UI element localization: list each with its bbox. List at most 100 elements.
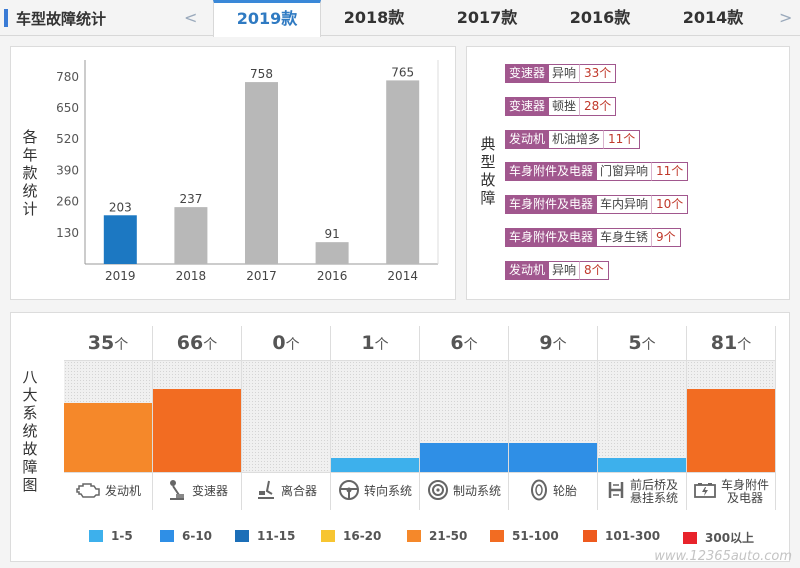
fault-description: 车身生锈 — [597, 228, 652, 247]
bar-value-label: 203 — [109, 200, 132, 214]
system-label: 离合器 — [242, 472, 330, 510]
legend-swatch — [160, 530, 174, 542]
fault-tag[interactable]: 变速器 顿挫 28个 — [505, 96, 617, 116]
fault-tag[interactable]: 车身附件及电器 车内异响 10个 — [505, 195, 689, 215]
fault-description: 异响 — [549, 64, 580, 83]
legend-item: 51-100 — [490, 529, 559, 543]
tabs-next-arrow[interactable]: > — [779, 8, 793, 27]
fault-category: 车身附件及电器 — [505, 228, 598, 247]
x-tick-label: 2018 — [176, 269, 207, 283]
legend-label: 6-10 — [182, 529, 213, 543]
system-column[interactable]: 81个车身附件 及电器 — [687, 326, 776, 510]
tire-icon — [529, 479, 549, 504]
system-level-fill — [331, 458, 419, 472]
tab-2018[interactable]: 2018款 — [343, 8, 405, 27]
system-count-value: 5 — [628, 332, 642, 354]
legend-label: 51-100 — [512, 529, 559, 543]
system-label: 轮胎 — [509, 472, 597, 510]
fault-count: 28个 — [579, 96, 617, 116]
fault-tag[interactable]: 变速器 异响 33个 — [505, 64, 617, 83]
legend-swatch — [321, 530, 335, 542]
bar-2018 — [174, 207, 208, 264]
legend-swatch — [235, 530, 249, 542]
system-column[interactable]: 66个 变速器 — [153, 326, 242, 510]
system-level-area — [153, 361, 241, 472]
system-count: 5个 — [598, 326, 686, 361]
battery-icon — [693, 481, 717, 502]
system-count: 35个 — [64, 326, 152, 361]
legend-item: 300以上 — [683, 529, 754, 546]
fault-description: 门窗异响 — [597, 162, 652, 182]
fault-count: 8个 — [579, 260, 609, 280]
tab-2017[interactable]: 2017款 — [456, 8, 518, 27]
system-level-area — [64, 361, 152, 472]
legend-item: 6-10 — [160, 529, 212, 543]
tabs-prev-arrow[interactable]: < — [184, 8, 198, 27]
system-level-fill — [153, 389, 241, 472]
system-count: 9个 — [509, 326, 597, 361]
legend-item: 1-5 — [89, 529, 133, 543]
y-tick-label: 130 — [56, 226, 79, 240]
system-count-unit: 个 — [641, 337, 656, 353]
system-name: 离合器 — [280, 484, 317, 498]
system-count: 6个 — [420, 326, 508, 361]
fault-tag[interactable]: 发动机 异响 8个 — [505, 260, 609, 280]
bar-value-label: 765 — [391, 65, 414, 79]
fault-tag[interactable]: 发动机 机油增多 11个 — [505, 129, 641, 149]
watermark: www.12365auto.com — [654, 549, 792, 564]
fault-tag[interactable]: 车身附件及电器 门窗异响 11个 — [505, 162, 689, 182]
legend-swatch — [583, 530, 597, 542]
system-name: 变速器 — [191, 484, 228, 498]
system-count-value: 81 — [710, 332, 738, 354]
fault-count: 9个 — [651, 228, 681, 247]
fault-description: 异响 — [549, 260, 580, 280]
system-level-fill — [64, 403, 152, 472]
system-column[interactable]: 0个 离合器 — [242, 326, 331, 510]
system-column[interactable]: 5个 前后桥及 悬挂系统 — [598, 326, 687, 510]
legend-label: 21-50 — [429, 529, 468, 543]
system-level-area — [420, 361, 508, 472]
system-name: 制动系统 — [452, 484, 501, 498]
header-bar: 车型故障统计 < 2019款 2018款 2017款 2016款 2014款 > — [0, 0, 800, 37]
system-level-area — [687, 361, 775, 472]
system-label: 变速器 — [153, 472, 241, 510]
steering-wheel-icon — [338, 479, 360, 504]
system-name: 车身附件 — [720, 477, 769, 492]
yearly-side-label: 各年款统计 — [22, 128, 38, 218]
bar-2019 — [103, 215, 137, 264]
system-label: 发动机 — [64, 472, 152, 510]
fault-count: 11个 — [651, 162, 689, 182]
systems-side-label: 八大系统故障图 — [22, 368, 38, 494]
system-count-value: 35 — [87, 332, 115, 354]
system-name: 轮胎 — [552, 484, 577, 498]
tab-2016[interactable]: 2016款 — [569, 8, 631, 27]
fault-tag[interactable]: 车身附件及电器 车身生锈 9个 — [505, 228, 681, 247]
bar-value-label: 758 — [250, 67, 273, 81]
x-tick-label: 2016 — [317, 269, 348, 283]
system-level-fill — [687, 389, 775, 472]
y-tick-label: 260 — [56, 195, 79, 209]
tab-2019[interactable]: 2019款 — [213, 0, 321, 37]
system-name: 发动机 — [104, 484, 141, 498]
system-column[interactable]: 9个轮胎 — [509, 326, 598, 510]
system-column[interactable]: 6个制动系统 — [420, 326, 509, 510]
yearly-stats-panel — [10, 46, 456, 300]
clutch-pedal-icon — [255, 479, 277, 504]
system-count: 81个 — [687, 326, 775, 361]
legend-label: 300以上 — [705, 531, 755, 545]
suspension-icon — [606, 479, 626, 504]
system-column[interactable]: 35个发动机 — [64, 326, 153, 510]
legend-swatch — [490, 530, 504, 542]
system-count-unit: 个 — [463, 337, 478, 353]
title-accent — [4, 9, 8, 27]
bar-2017 — [245, 82, 278, 264]
system-column[interactable]: 1个 转向系统 — [331, 326, 420, 510]
legend-item: 101-300 — [583, 529, 660, 543]
system-level-fill — [420, 443, 508, 472]
x-tick-label: 2014 — [387, 269, 418, 283]
system-level-area — [509, 361, 597, 472]
system-count-unit: 个 — [114, 337, 129, 353]
system-label: 车身附件 及电器 — [687, 472, 775, 510]
tab-2014[interactable]: 2014款 — [682, 8, 744, 27]
fault-category: 车身附件及电器 — [505, 162, 598, 182]
